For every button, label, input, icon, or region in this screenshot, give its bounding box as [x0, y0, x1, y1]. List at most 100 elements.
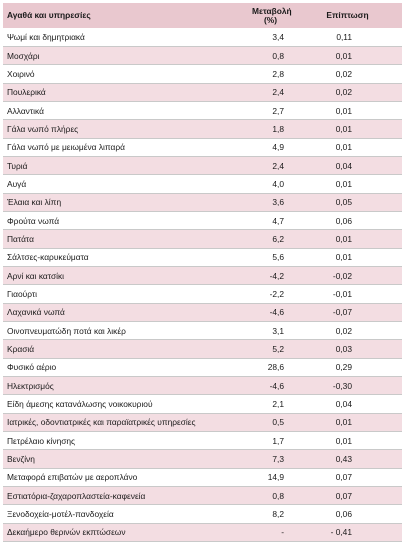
change-cell: -4,6	[269, 380, 284, 391]
item-cell: Εστιατόρια-ζαχαροπλαστεία-καφενεία	[7, 490, 146, 501]
effect-cell: 0,01	[335, 233, 352, 244]
table-row: Αρνί και κατσίκι -4,2 -0,02	[3, 266, 402, 285]
table-row: Βενζίνη 7,3 0,43	[3, 449, 402, 469]
price-change-table: Αγαθά και υπηρεσίες Μεταβολή (%) Επίπτωσ…	[3, 3, 402, 542]
change-cell: 5,6	[272, 252, 284, 263]
item-cell: Σάλτσες-καρυκεύματα	[7, 252, 89, 263]
table-header: Αγαθά και υπηρεσίες Μεταβολή (%) Επίπτωσ…	[3, 3, 402, 28]
table-row: Σάλτσες-καρυκεύματα 5,6 0,01	[3, 248, 402, 267]
item-cell: Μεταφορά επιβατών με αεροπλάνο	[7, 472, 138, 483]
item-cell: Δεκαήμερο θερινών εκπτώσεων	[7, 527, 126, 538]
effect-cell: - 0,41	[330, 527, 352, 538]
table-row: Μεταφορά επιβατών με αεροπλάνο 14,9 0,07	[3, 468, 402, 487]
table-row: Αυγά 4,0 0,01	[3, 175, 402, 194]
effect-cell: 0,11	[336, 31, 352, 42]
effect-cell: 0,01	[335, 142, 352, 153]
item-cell: Αρνί και κατσίκι	[7, 270, 65, 281]
effect-cell: 0,07	[335, 472, 352, 483]
item-cell: Πουλερικά	[7, 87, 46, 98]
item-cell: Ξενοδοχεία-μοτέλ-πανδοχεία	[7, 509, 114, 520]
change-cell: 4,0	[272, 178, 284, 189]
effect-cell: 0,06	[335, 215, 352, 226]
change-cell: 0,8	[272, 490, 284, 501]
effect-cell: 0,01	[335, 252, 352, 263]
effect-cell: 0,04	[335, 399, 352, 410]
change-cell: -2,2	[269, 288, 284, 299]
effect-cell: 0,01	[335, 178, 352, 189]
effect-cell: 0,29	[335, 362, 352, 373]
effect-cell: 0,01	[335, 417, 352, 428]
item-cell: Είδη άμεσης κατανάλωσης νοικοκυριού	[7, 399, 153, 410]
change-cell: 0,8	[272, 50, 284, 61]
effect-cell: 0,01	[335, 435, 352, 446]
effect-cell: 0,01	[335, 105, 352, 116]
table-row: Πατάτα 6,2 0,01	[3, 229, 402, 249]
table-row: Οινοπνευματώδη ποτά και λικέρ 3,1 0,02	[3, 322, 402, 340]
item-cell: Πετρέλαιο κίνησης	[7, 435, 76, 446]
table-row: Φυσικό αέριο 28,6 0,29	[3, 358, 402, 377]
item-cell: Γάλα νωπό με μειωμένα λιπαρά	[7, 142, 125, 153]
effect-cell: 0,01	[335, 123, 352, 134]
table-row: Γιαούρτι -2,2 -0,01	[3, 285, 402, 304]
item-cell: Τυριά	[7, 160, 28, 171]
item-cell: Φρούτα νωπά	[7, 215, 60, 226]
effect-cell: -0,02	[332, 270, 352, 281]
change-cell: 2,4	[272, 87, 284, 98]
item-cell: Φυσικό αέριο	[7, 362, 57, 373]
change-cell: 6,2	[272, 233, 284, 244]
item-cell: Ψωμί και δημητριακά	[7, 31, 85, 42]
table-row: Ιατρικές, οδοντιατρικές και παραϊατρικές…	[3, 413, 402, 432]
table-row: Γάλα νωπό με μειωμένα λιπαρά 4,9 0,01	[3, 138, 402, 157]
item-cell: Γάλα νωπό πλήρες	[7, 123, 79, 134]
item-cell: Έλαια και λίπη	[7, 197, 62, 208]
change-cell: 28,6	[267, 362, 284, 373]
item-cell: Ηλεκτρισμός	[7, 380, 54, 391]
table-row: Ηλεκτρισμός -4,6 -0,30	[3, 376, 402, 395]
effect-cell: 0,03	[335, 344, 352, 355]
table-row: Αλλαντικά 2,7 0,01	[3, 101, 402, 120]
effect-cell: 0,05	[335, 197, 352, 208]
change-cell: -4,6	[269, 307, 284, 318]
change-cell: -	[281, 527, 284, 538]
change-cell: 3,4	[272, 31, 284, 42]
change-cell: 5,2	[272, 344, 284, 355]
change-cell: 8,2	[272, 509, 284, 520]
effect-cell: 0,02	[335, 87, 352, 98]
effect-cell: 0,06	[335, 509, 352, 520]
table-row: Φρούτα νωπά 4,7 0,06	[3, 211, 402, 230]
table-row: Δεκαήμερο θερινών εκπτώσεων - - 0,41	[3, 523, 402, 542]
change-cell: 0,5	[272, 417, 284, 428]
item-cell: Μοσχάρι	[7, 50, 40, 61]
table-row: Πουλερικά 2,4 0,02	[3, 83, 402, 102]
header-row: Αγαθά και υπηρεσίες Μεταβολή (%) Επίπτωσ…	[3, 3, 402, 28]
table-row: Έλαια και λίπη 3,6 0,05	[3, 193, 402, 212]
effect-cell: -0,01	[332, 288, 352, 299]
item-cell: Λαχανικά νωπά	[7, 307, 65, 318]
effect-cell: 0,07	[335, 490, 352, 501]
header-change-line1: Μεταβολή	[252, 5, 292, 16]
effect-cell: 0,02	[335, 325, 352, 336]
table-row: Τυριά 2,4 0,04	[3, 156, 402, 175]
change-cell: 2,4	[272, 160, 284, 171]
change-cell: 7,3	[272, 454, 284, 465]
table-row: Μοσχάρι 0,8 0,01	[3, 46, 402, 65]
table-body: Ψωμί και δημητριακά 3,4 0,11 Μοσχάρι 0,8 0,01…	[3, 28, 402, 542]
change-cell: 1,8	[272, 123, 284, 134]
change-cell: 1,7	[272, 435, 284, 446]
table-row: Χοιρινό 2,8 0,02	[3, 65, 402, 84]
change-cell: 4,9	[272, 142, 284, 153]
change-cell: 2,7	[272, 105, 284, 116]
change-cell: 2,8	[272, 68, 284, 79]
change-cell: -4,2	[269, 270, 284, 281]
effect-cell: 0,02	[335, 68, 352, 79]
table-row: Εστιατόρια-ζαχαροπλαστεία-καφενεία 0,8 0,0…	[3, 486, 402, 505]
header-change-line2: (%)	[263, 14, 278, 25]
item-cell: Οινοπνευματώδη ποτά και λικέρ	[7, 325, 126, 336]
item-cell: Γιαούρτι	[7, 288, 38, 299]
item-cell: Κρασιά	[7, 344, 35, 355]
effect-cell: -0,30	[332, 380, 352, 391]
effect-cell: 0,01	[335, 50, 352, 61]
table-row: Είδη άμεσης κατανάλωσης νοικοκυριού 2,1 0,…	[3, 395, 402, 414]
change-cell: 2,1	[272, 399, 284, 410]
